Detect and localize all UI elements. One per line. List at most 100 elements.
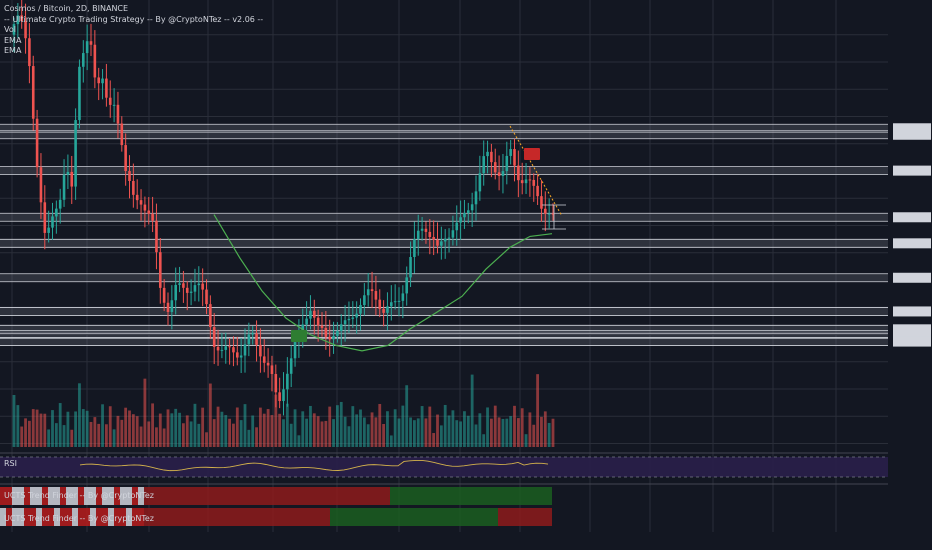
candle[interactable] (228, 346, 231, 348)
candle[interactable] (239, 355, 243, 358)
candle[interactable] (289, 358, 293, 374)
candle[interactable] (243, 344, 247, 356)
candle[interactable] (39, 167, 43, 203)
candle[interactable] (451, 230, 455, 238)
candle[interactable] (105, 78, 108, 98)
trend-line[interactable] (509, 125, 563, 217)
candle[interactable] (393, 301, 397, 303)
candle[interactable] (205, 289, 208, 305)
sell-signal[interactable] (524, 148, 540, 160)
candle[interactable] (428, 231, 432, 238)
candle[interactable] (232, 347, 235, 353)
candle[interactable] (270, 365, 274, 375)
candle[interactable] (536, 185, 539, 197)
ema-label-1[interactable]: EMA (4, 35, 22, 45)
candle[interactable] (70, 171, 74, 187)
candle[interactable] (490, 151, 493, 163)
candle[interactable] (524, 179, 528, 184)
candle[interactable] (416, 230, 420, 240)
candle[interactable] (201, 283, 204, 290)
candle[interactable] (197, 283, 201, 286)
candle[interactable] (97, 77, 100, 84)
candle[interactable] (343, 320, 347, 325)
candle[interactable] (89, 41, 93, 45)
candle[interactable] (43, 202, 47, 233)
candle[interactable] (286, 373, 289, 390)
candle[interactable] (16, 15, 20, 25)
candle[interactable] (112, 104, 116, 106)
candle[interactable] (359, 305, 362, 314)
candle[interactable] (440, 241, 443, 246)
candle[interactable] (470, 204, 474, 211)
candle[interactable] (55, 208, 58, 217)
candle[interactable] (212, 327, 216, 347)
candle[interactable] (185, 287, 189, 293)
candle[interactable] (278, 392, 281, 402)
candle[interactable] (74, 120, 77, 187)
candle[interactable] (501, 171, 505, 176)
candle[interactable] (432, 237, 435, 240)
candle[interactable] (174, 284, 177, 301)
candle[interactable] (124, 145, 127, 172)
candle[interactable] (143, 204, 147, 211)
candle[interactable] (347, 318, 351, 321)
candle[interactable] (328, 336, 331, 340)
candle[interactable] (78, 66, 81, 121)
candle[interactable] (378, 299, 382, 309)
candle[interactable] (66, 171, 70, 175)
candle[interactable] (162, 287, 166, 303)
candle[interactable] (320, 325, 324, 328)
candle[interactable] (351, 317, 355, 319)
candle[interactable] (135, 194, 139, 201)
trend-finder-label-2[interactable]: UCTS Trend Finder -- By @CryptoNTez (4, 514, 154, 523)
candle[interactable] (12, 24, 16, 35)
candle[interactable] (517, 165, 520, 181)
candle[interactable] (366, 289, 370, 296)
candle[interactable] (493, 162, 497, 173)
candle[interactable] (474, 191, 478, 205)
candle[interactable] (116, 104, 120, 124)
ema-line[interactable] (213, 214, 553, 352)
candle[interactable] (35, 118, 39, 168)
candle[interactable] (540, 196, 543, 209)
candle[interactable] (505, 155, 509, 172)
candle[interactable] (224, 346, 228, 350)
candle[interactable] (259, 344, 262, 357)
candle[interactable] (459, 217, 462, 223)
candle[interactable] (478, 173, 482, 192)
candle[interactable] (255, 333, 258, 345)
strategy-title[interactable]: -- Ultimate Crypto Trading Strategy -- B… (4, 14, 264, 24)
candle[interactable] (313, 310, 316, 318)
candle[interactable] (390, 302, 393, 307)
candle[interactable] (309, 310, 312, 319)
candle[interactable] (513, 149, 516, 166)
candle[interactable] (93, 44, 97, 78)
support-resistance-zone[interactable] (0, 330, 888, 339)
candle[interactable] (363, 295, 366, 306)
candle[interactable] (120, 123, 124, 146)
candle[interactable] (463, 213, 466, 218)
candle[interactable] (274, 374, 278, 393)
candle[interactable] (28, 38, 31, 67)
candle[interactable] (316, 317, 320, 326)
rsi-label[interactable]: RSI (4, 459, 17, 468)
support-resistance-zone[interactable] (0, 213, 888, 222)
candle[interactable] (355, 313, 358, 318)
candle[interactable] (193, 285, 197, 292)
candle[interactable] (209, 304, 212, 328)
buy-signal[interactable] (291, 330, 307, 342)
support-resistance-zone[interactable] (0, 166, 888, 175)
candle[interactable] (405, 277, 408, 294)
candle[interactable] (282, 389, 285, 402)
support-resistance-zone[interactable] (0, 307, 888, 316)
candle[interactable] (520, 180, 524, 184)
candle[interactable] (182, 283, 185, 288)
candle[interactable] (528, 179, 532, 181)
candle[interactable] (62, 174, 66, 200)
candle[interactable] (266, 362, 270, 366)
support-resistance-zone[interactable] (0, 124, 888, 133)
candle[interactable] (47, 227, 50, 233)
rsi-line[interactable] (79, 459, 549, 472)
support-resistance-zone[interactable] (0, 273, 888, 282)
